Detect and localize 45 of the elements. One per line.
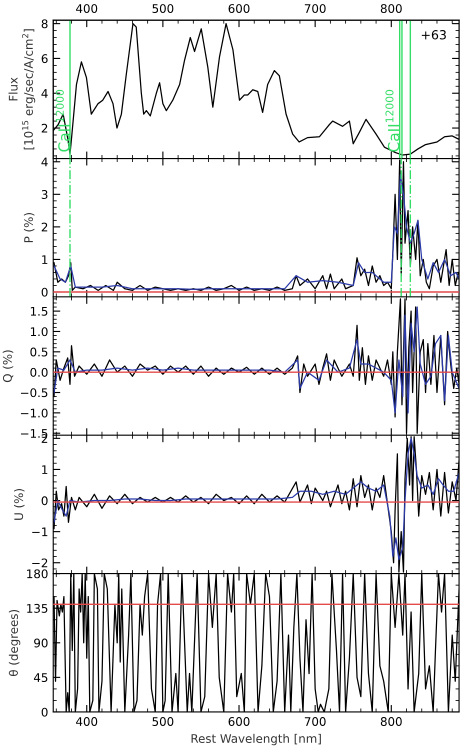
text: Flux [10$^{15}$ erg/sec/A/cm$^{2}$] (8, 29, 36, 150)
x2-tick-label: 700 (304, 4, 326, 13)
line-series (53, 306, 460, 414)
y-tick-label: −1.0 (20, 408, 48, 418)
y-tick-label: 1 (42, 465, 48, 474)
y-tick-label: −1 (32, 528, 48, 536)
x-tick-label: 600 (228, 717, 250, 726)
annotation: CaII$^{12000}$ (385, 90, 400, 152)
y-tick-label: −2 (32, 558, 48, 568)
annotation: CaII$^{12000}$ (56, 90, 70, 152)
y-axis-title: U (%) (14, 489, 25, 520)
x2-tick-label: 800 (380, 4, 402, 13)
x-axis-title: Rest Wavelength [nm] (192, 734, 321, 746)
y-tick-label: 1.5 (30, 307, 48, 316)
y-tick-label: 4 (41, 158, 48, 166)
y-tick-label: −0.5 (20, 388, 48, 398)
y-tick-label: 8 (42, 19, 48, 28)
y-tick-label: 1.0 (30, 327, 48, 336)
annotation: +63 (422, 30, 446, 40)
x-tick-label: 400 (76, 717, 98, 726)
y-tick-label: 90 (34, 638, 48, 648)
x-tick-label: 800 (380, 717, 402, 726)
y-tick-label: 135 (27, 604, 48, 613)
y-tick-label: 45 (34, 673, 48, 682)
y-axis-title: θ (degrees) (8, 610, 20, 676)
y-tick-label: 1 (42, 255, 48, 264)
y-tick-label: 0 (42, 496, 48, 506)
y-tick-label: 2 (42, 124, 48, 133)
y-axis-title: P (%) (24, 213, 34, 242)
x-tick-label: 500 (152, 717, 174, 726)
y-tick-label: 3 (42, 190, 48, 199)
line-series (53, 23, 460, 156)
x-tick-label: 700 (304, 717, 326, 726)
y-tick-label: 180 (27, 569, 48, 578)
y-tick-label: 4 (41, 89, 48, 98)
x2-tick-label: 400 (76, 4, 98, 13)
x2-tick-label: 600 (228, 4, 250, 13)
y-tick-label: 2 (42, 222, 48, 232)
y-tick-label: 0.5 (30, 348, 48, 356)
y-tick-label: 0.0 (30, 368, 48, 377)
y-tick-label: 6 (42, 54, 48, 64)
y-axis-title: Q (%) (2, 350, 14, 382)
y-tick-label: 0 (42, 708, 48, 717)
x2-tick-label: 500 (152, 4, 174, 13)
y-tick-label: 0 (42, 288, 48, 297)
